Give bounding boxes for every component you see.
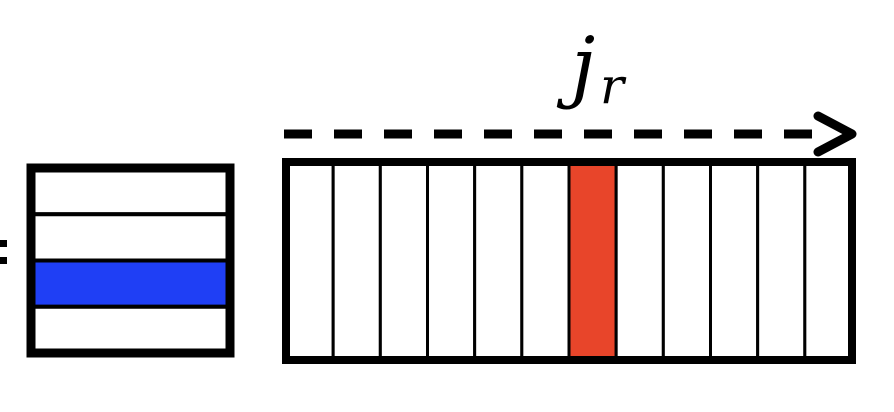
right-column-matrix: [282, 158, 856, 364]
matrix-column: [378, 160, 430, 362]
left-matrix-border: [26, 163, 235, 358]
matrix-column: [661, 160, 712, 362]
arrow-head: [813, 111, 857, 157]
matrix-column: [426, 160, 477, 362]
matrix-row: [29, 212, 232, 263]
left-row-matrix: [26, 163, 235, 358]
matrix-column: [331, 160, 382, 362]
equals-sign-fragment: [0, 240, 7, 264]
matrix-column: [614, 160, 665, 362]
index-label: j r: [556, 21, 627, 115]
matrix-column: [473, 160, 524, 362]
matrix-column: [284, 160, 335, 362]
index-label-main: j: [556, 21, 595, 111]
direction-arrow: [284, 111, 857, 157]
matrix-column: [803, 160, 854, 362]
index-label-subscript: r: [600, 57, 627, 115]
matrix-row: [29, 166, 232, 217]
right-matrix-border: [282, 158, 856, 364]
highlighted-column: [567, 160, 618, 362]
matrix-column: [709, 160, 760, 362]
matrix-column: [756, 160, 807, 362]
highlighted-row: [29, 258, 232, 309]
matrix-row: [29, 304, 232, 355]
matrix-column: [520, 160, 571, 362]
